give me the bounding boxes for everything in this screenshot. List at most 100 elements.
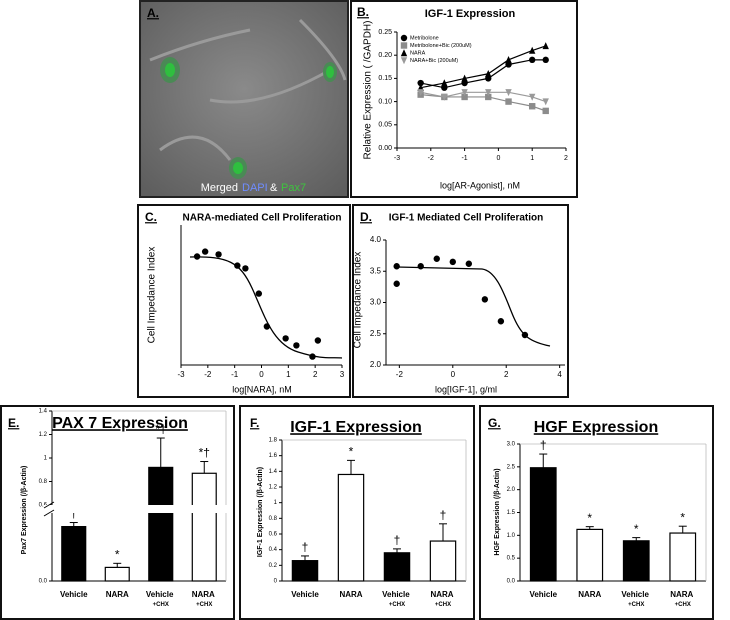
x-tick-label: -2 [428, 155, 434, 162]
x-tick-label: 4 [557, 370, 562, 379]
y-tick-label: 3.0 [507, 442, 516, 448]
marker [542, 107, 549, 115]
cell-processes [149, 18, 347, 161]
significance-marker: † [440, 508, 447, 522]
marker [461, 93, 468, 101]
marker [505, 56, 512, 64]
bar [576, 528, 604, 582]
x-tick-label: Vehicle +CHX [621, 590, 651, 607]
significance-marker: *† [155, 422, 166, 436]
chart-title: NARA-mediated Cell Proliferation [183, 213, 342, 224]
marker [481, 296, 489, 303]
marker [309, 353, 316, 360]
series-line [420, 94, 546, 112]
y-tick-label: 0.8 [39, 479, 48, 485]
caption: Merged [201, 182, 238, 194]
y-tick-label: 0.20 [378, 52, 392, 59]
y-tick-label: 0.0 [507, 579, 516, 585]
x-tick-label: 2 [313, 370, 318, 379]
x-tick-label: NARA +CHX [670, 590, 695, 607]
marker [521, 331, 529, 339]
marker [417, 89, 424, 97]
x-axis-label: log[IGF-1], g/ml [435, 384, 497, 394]
nucleus [326, 66, 334, 78]
marker [400, 57, 408, 65]
marker [461, 89, 468, 97]
panel-label: D. [360, 210, 372, 224]
legend-label: Metribolone+Bic (200uM) [410, 43, 472, 49]
x-tick-label: 0 [259, 370, 264, 379]
marker [314, 337, 322, 344]
bar [104, 566, 130, 582]
y-tick-label: 0.6 [269, 532, 278, 538]
y-tick-label: 1.4 [269, 469, 278, 475]
y-tick-label: 0.15 [378, 75, 392, 82]
marker [529, 103, 536, 110]
bar [337, 473, 365, 582]
marker [255, 290, 263, 297]
marker [417, 263, 424, 270]
y-tick-label: 0.05 [378, 122, 392, 129]
marker [485, 93, 492, 101]
nucleus [233, 162, 243, 174]
marker [400, 42, 408, 49]
marker [417, 79, 424, 87]
y-tick-label: 2.5 [507, 464, 516, 470]
caption: & [270, 182, 278, 194]
chart-title: PAX 7 Expression [52, 415, 188, 432]
significance-marker: † [394, 533, 401, 547]
x-tick-label: Vehicle +CHX [146, 590, 176, 607]
x-tick-label: Vehicle [529, 590, 557, 599]
marker [529, 56, 536, 64]
x-tick-label: NARA [106, 590, 129, 599]
x-tick-label-line: Vehicle [621, 590, 651, 599]
x-tick-label-line: +CHX [153, 602, 169, 608]
y-tick-label: 0.4 [269, 547, 278, 553]
y-tick-label: 1 [44, 456, 48, 462]
x-tick-label-line: +CHX [628, 602, 644, 608]
y-tick-label: 0.10 [378, 98, 392, 105]
y-tick-label: 0.00 [378, 145, 392, 152]
bar [148, 466, 174, 582]
x-tick-label: -3 [394, 155, 400, 162]
y-tick-label: 1.2 [39, 432, 48, 438]
y-tick-label: 0.5 [507, 556, 516, 562]
x-tick-label: 0 [496, 155, 500, 162]
panel-frame [0, 405, 235, 620]
significance-marker: * [115, 547, 120, 561]
panel-frame [239, 405, 475, 620]
significance-marker: * [349, 445, 354, 459]
bar [429, 540, 457, 582]
x-tick-label-line: +CHX [389, 602, 405, 608]
y-tick-label: 2.0 [370, 360, 382, 369]
y-axis-label: IGF-1 Expression (/β-Actin) [257, 467, 264, 557]
marker [393, 280, 400, 287]
x-tick-label-line: +CHX [675, 602, 691, 608]
panel-label: G. [488, 416, 501, 430]
y-tick-label: 0 [274, 579, 278, 585]
bar [622, 540, 650, 582]
panel-frame [137, 204, 351, 398]
panel-label: E. [8, 416, 19, 430]
caption: DAPI [242, 182, 268, 194]
bar [383, 552, 411, 582]
y-tick-label: 1.6 [269, 453, 278, 459]
x-tick-label: Vehicle +CHX [382, 590, 412, 607]
y-tick-label: 2.5 [370, 329, 382, 338]
x-tick-label: 1 [286, 370, 291, 379]
axis-break [44, 505, 228, 513]
y-tick-label: 0.2 [269, 563, 278, 569]
significance-marker: * [680, 510, 685, 524]
y-tick-label: 4.0 [370, 235, 382, 244]
marker [282, 335, 289, 342]
significance-marker: † [540, 438, 547, 452]
y-axis-label: Cell Impedance Index [353, 252, 364, 349]
fit-curve [396, 266, 551, 347]
caption: Pax7 [281, 182, 306, 194]
x-tick-label: 3 [340, 370, 345, 379]
marker [529, 93, 536, 101]
x-tick-label: NARA +CHX [430, 590, 455, 607]
nucleus [165, 63, 175, 77]
